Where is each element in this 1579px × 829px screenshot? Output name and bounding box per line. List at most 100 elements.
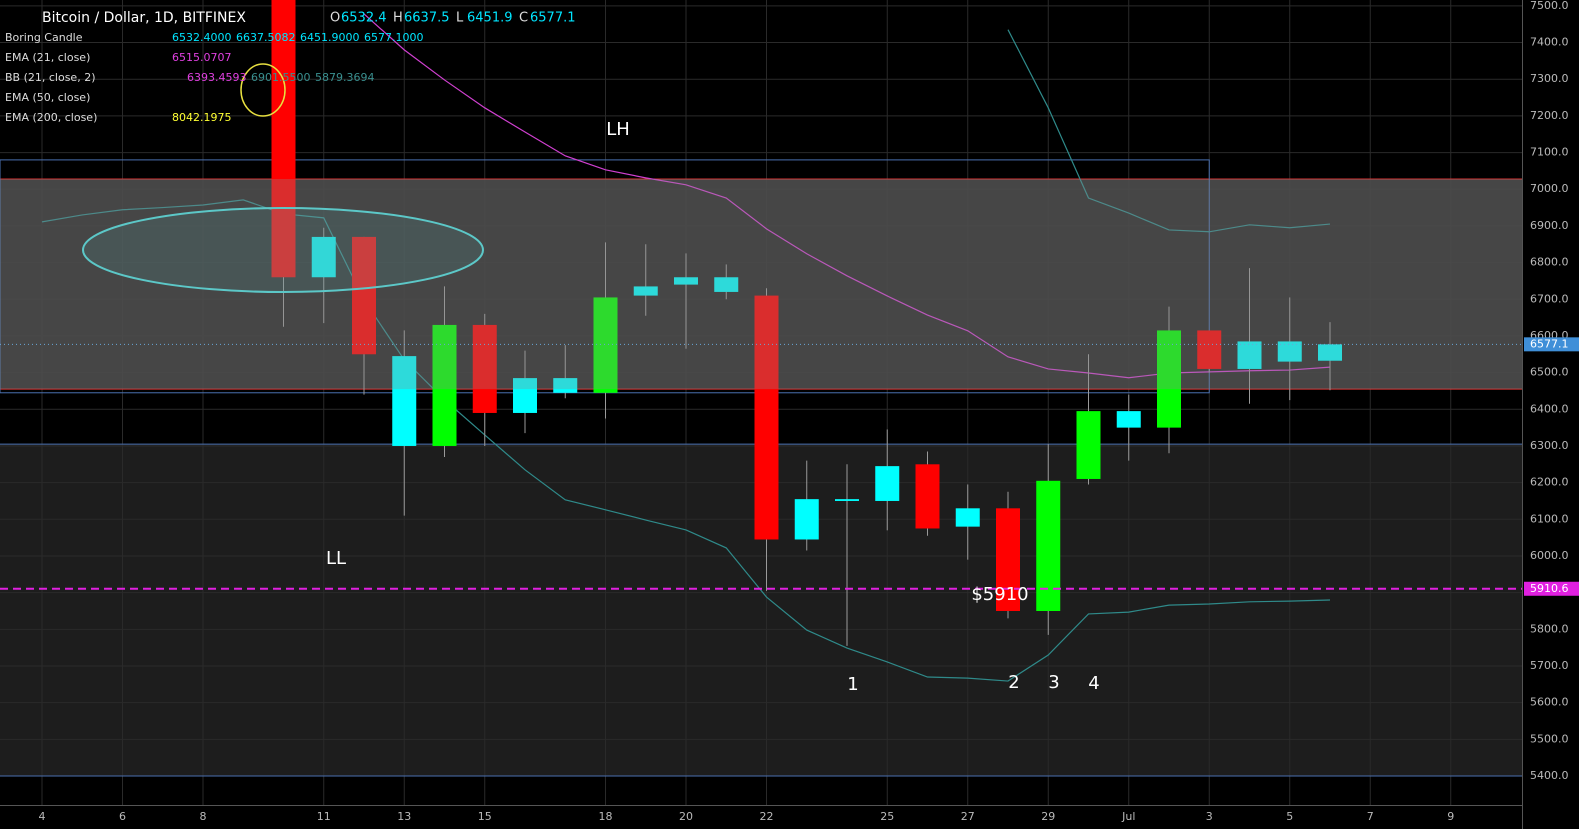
candle-body	[1277, 341, 1302, 362]
x-tick-label: 15	[478, 810, 492, 823]
x-tick-label: 27	[961, 810, 975, 823]
y-tick-label: 6900.0	[1530, 219, 1569, 232]
indicator-name: BB (21, close, 2)	[5, 71, 96, 84]
candle-body	[1076, 411, 1101, 479]
candle-body	[432, 324, 457, 446]
y-tick-label: 7400.0	[1530, 36, 1569, 49]
candle-body	[1237, 341, 1262, 369]
ohlc-value: 6577.1	[530, 11, 576, 26]
x-tick-label: 18	[599, 810, 613, 823]
y-tick-label: 7100.0	[1530, 146, 1569, 159]
annotation: $5910	[971, 584, 1028, 605]
x-tick-label: 29	[1041, 810, 1055, 823]
price-tag-label: 6577.1	[1530, 337, 1569, 350]
x-tick-label: 20	[679, 810, 693, 823]
x-tick-label: 9	[1447, 810, 1454, 823]
price-tag	[1524, 337, 1579, 352]
y-tick-label: 5500.0	[1530, 732, 1569, 745]
y-tick-label: 6400.0	[1530, 402, 1569, 415]
ohlc-value: 6451.9	[467, 11, 513, 26]
indicator-name: EMA (21, close)	[5, 51, 90, 64]
indicator-value: 6515.0707	[172, 51, 232, 64]
support-tag	[1524, 581, 1579, 596]
y-tick-label: 6700.0	[1530, 292, 1569, 305]
x-tick-label: 5	[1286, 810, 1293, 823]
candle-body	[553, 378, 578, 393]
y-tick-label: 5800.0	[1530, 622, 1569, 635]
candle-body	[1197, 330, 1222, 369]
candle-body	[1036, 480, 1061, 611]
annotation: 3	[1048, 672, 1059, 693]
x-tick-label: 7	[1367, 810, 1374, 823]
candle-body	[311, 236, 336, 278]
y-tick-label: 5700.0	[1530, 659, 1569, 672]
annotation: LL	[326, 548, 346, 569]
candle-body	[352, 236, 376, 355]
indicator-name: EMA (50, close)	[5, 91, 90, 104]
y-tick-label: 5600.0	[1530, 696, 1569, 709]
x-tick-label: 13	[397, 810, 411, 823]
y-tick-label: 6500.0	[1530, 366, 1569, 379]
candle-body	[714, 277, 739, 292]
x-tick-label: 22	[760, 810, 774, 823]
candle-body	[472, 324, 497, 413]
indicator-name: EMA (200, close)	[5, 111, 97, 124]
candle-body	[1116, 411, 1141, 428]
candle-body	[754, 295, 779, 540]
candle-body	[915, 464, 940, 529]
x-tick-label: 4	[39, 810, 46, 823]
indicator-value: 6532.4000	[172, 31, 232, 44]
annotation: 2	[1008, 672, 1019, 693]
indicator-value: 6577.1000	[364, 31, 424, 44]
annotation: 4	[1088, 673, 1099, 694]
indicator-value: 6637.5082	[236, 31, 296, 44]
x-tick-label: 3	[1206, 810, 1213, 823]
range-overlay	[0, 178, 1522, 390]
support-tag-label: 5910.6	[1530, 582, 1569, 595]
indicator-line	[1007, 29, 1331, 233]
indicator-value: 6901.5500	[251, 71, 311, 84]
candle-body	[513, 378, 537, 413]
symbol-title: Bitcoin / Dollar, 1D, BITFINEX	[42, 10, 246, 26]
x-tick-label: 6	[119, 810, 126, 823]
x-tick-label: 8	[200, 810, 207, 823]
indicator-name: Boring Candle	[5, 31, 83, 44]
candle-body	[1157, 330, 1181, 428]
x-tick-label: Jul	[1121, 810, 1135, 823]
y-tick-label: 6000.0	[1530, 549, 1569, 562]
highlight-ellipse	[82, 207, 484, 293]
ohlc-value: 6637.5	[404, 11, 450, 26]
candle-body	[794, 499, 819, 540]
y-tick-label: 7300.0	[1530, 72, 1569, 85]
ohlc-label: H	[393, 11, 403, 26]
ohlc-label: O	[330, 11, 340, 26]
indicator-value: 8042.1975	[172, 111, 232, 124]
indicator-value: 6393.4593	[187, 71, 247, 84]
candle-body	[835, 499, 859, 501]
indicator-value: 6451.9000	[300, 31, 360, 44]
indicator-value: 5879.3694	[315, 71, 375, 84]
highlight-ellipse	[240, 63, 286, 117]
y-tick-label: 6100.0	[1530, 512, 1569, 525]
candle-body	[271, 0, 296, 278]
candle-body	[996, 508, 1020, 611]
candle-body	[674, 277, 698, 285]
ohlc-label: C	[519, 11, 528, 26]
annotation: 1	[847, 674, 858, 695]
x-tick-label: 25	[880, 810, 894, 823]
indicator-line	[41, 199, 1331, 682]
ohlc-label: L	[456, 11, 464, 26]
candle-body	[392, 356, 417, 446]
y-tick-label: 6200.0	[1530, 476, 1569, 489]
x-tick-label: 11	[317, 810, 331, 823]
y-tick-label: 6300.0	[1530, 439, 1569, 452]
candle-body	[593, 297, 618, 393]
candle-body	[633, 286, 658, 296]
ohlc-value: 6532.4	[341, 11, 387, 26]
y-tick-label: 6800.0	[1530, 256, 1569, 269]
candle-body	[875, 466, 900, 501]
y-tick-label: 7000.0	[1530, 182, 1569, 195]
y-tick-label: 7200.0	[1530, 109, 1569, 122]
y-tick-label: 5400.0	[1530, 769, 1569, 782]
